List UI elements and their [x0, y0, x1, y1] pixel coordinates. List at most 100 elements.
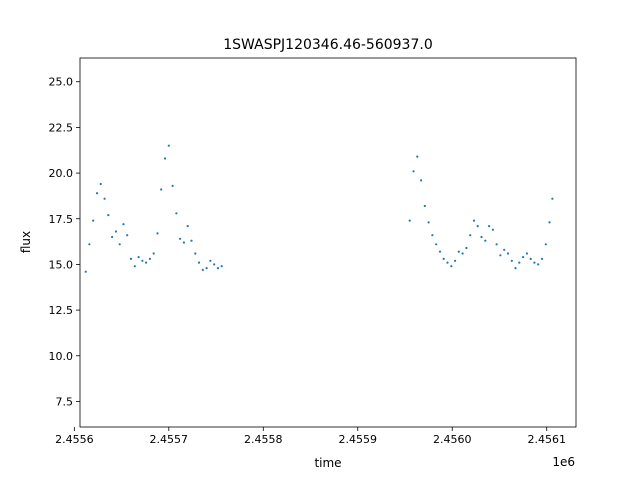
- data-point: [525, 252, 529, 255]
- data-point: [484, 239, 487, 242]
- data-point: [179, 237, 182, 240]
- data-point: [431, 234, 434, 237]
- data-point: [551, 197, 554, 200]
- data-point: [182, 241, 185, 244]
- data-point: [209, 259, 212, 262]
- data-point: [141, 259, 144, 262]
- data-point: [427, 221, 430, 224]
- data-point: [111, 235, 114, 239]
- data-point: [216, 267, 219, 270]
- x-tick-label: 2.4560: [433, 433, 472, 446]
- data-point: [461, 252, 464, 255]
- plot-frame: [79, 57, 577, 428]
- data-point: [107, 214, 110, 217]
- data-point: [137, 256, 140, 259]
- data-point: [495, 243, 498, 246]
- y-tick-label: 17.5: [49, 213, 74, 226]
- data-point: [416, 155, 419, 158]
- data-point: [171, 184, 174, 187]
- y-tick-label: 10.0: [49, 350, 74, 363]
- data-point: [126, 234, 129, 237]
- data-point: [84, 270, 87, 273]
- y-tick-label: 7.5: [56, 395, 74, 408]
- x-tick-label: 2.4559: [339, 433, 378, 446]
- x-axis: 2.4556 2.4557 2.4558 2.4559 2.4560 2.4561: [55, 427, 566, 446]
- data-point: [438, 250, 442, 253]
- data-point: [133, 265, 136, 268]
- data-point: [163, 157, 167, 160]
- data-point: [540, 257, 544, 260]
- data-point: [220, 265, 223, 268]
- y-tick-label: 15.0: [49, 258, 74, 271]
- data-points: [84, 144, 554, 273]
- data-point: [518, 261, 521, 264]
- data-point: [537, 263, 540, 266]
- data-point: [95, 192, 99, 195]
- data-point: [465, 246, 468, 250]
- data-point: [514, 267, 517, 270]
- data-point: [118, 243, 121, 246]
- data-point: [435, 243, 438, 246]
- data-point: [194, 252, 197, 255]
- data-point: [499, 254, 502, 257]
- y-tick-label: 12.5: [49, 304, 74, 317]
- y-tick-label: 22.5: [49, 121, 74, 134]
- data-point: [544, 243, 547, 246]
- data-point: [506, 252, 510, 255]
- data-point: [503, 248, 506, 251]
- data-point: [148, 257, 151, 260]
- chart-title: 1SWASPJ120346.46-560937.0: [223, 37, 432, 53]
- data-point: [480, 235, 483, 239]
- data-point: [156, 232, 159, 235]
- data-point: [529, 257, 532, 260]
- data-point: [167, 144, 170, 147]
- data-point: [472, 219, 476, 222]
- data-point: [88, 243, 91, 246]
- data-point: [114, 230, 117, 233]
- data-point: [420, 179, 423, 182]
- data-point: [201, 268, 204, 271]
- data-point: [522, 256, 525, 259]
- y-axis: 7.5 10.0 12.5 15.0 17.5 20.0 22.5 25.0: [49, 76, 80, 408]
- data-point: [533, 261, 536, 264]
- data-point: [129, 257, 133, 260]
- data-point: [450, 265, 453, 268]
- data-point: [412, 170, 415, 173]
- x-tick-label: 2.4558: [244, 433, 283, 446]
- data-point: [99, 182, 102, 186]
- data-point: [510, 259, 513, 262]
- data-point: [92, 219, 95, 222]
- x-tick-label: 2.4556: [55, 433, 94, 446]
- x-tick-label: 2.4561: [527, 433, 566, 446]
- x-axis-offset-label: 1e6: [552, 455, 575, 469]
- data-point: [103, 197, 106, 200]
- data-point: [175, 212, 178, 215]
- data-point: [457, 250, 460, 253]
- y-axis-label: flux: [19, 231, 33, 253]
- data-point: [476, 225, 479, 228]
- data-point: [446, 261, 449, 264]
- data-point: [205, 267, 208, 270]
- data-point: [122, 223, 125, 226]
- y-tick-label: 20.0: [49, 167, 74, 180]
- data-point: [186, 225, 189, 228]
- data-point: [488, 225, 491, 228]
- data-point: [152, 252, 155, 255]
- data-point: [408, 219, 411, 222]
- x-tick-label: 2.4557: [150, 433, 189, 446]
- data-point: [160, 188, 163, 191]
- y-tick-label: 25.0: [49, 76, 74, 89]
- data-point: [469, 234, 472, 237]
- x-axis-label: time: [314, 456, 341, 470]
- data-point: [213, 263, 216, 266]
- data-point: [145, 261, 148, 264]
- data-point: [423, 204, 426, 208]
- data-point: [442, 257, 445, 260]
- data-point: [491, 228, 494, 231]
- data-point: [454, 259, 457, 262]
- data-point: [190, 239, 193, 242]
- data-point: [197, 261, 201, 264]
- data-point: [548, 221, 551, 224]
